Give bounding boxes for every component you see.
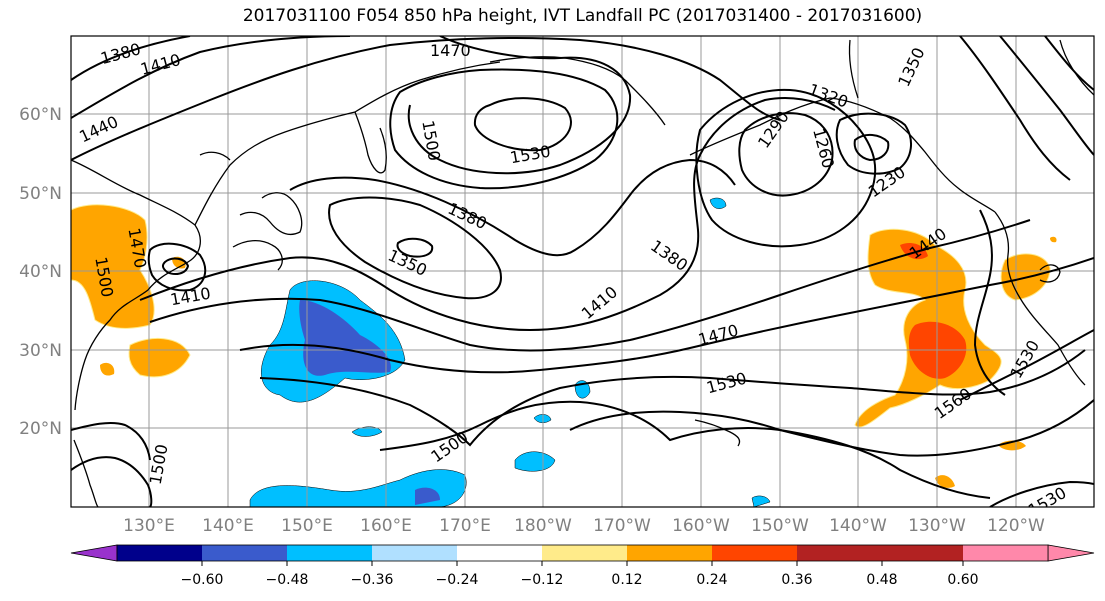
map-frame: [70, 35, 1095, 508]
colorbar-segment: [457, 545, 542, 561]
colorbar-tick-label: −0.48: [266, 572, 309, 588]
lon-label: 140°E: [202, 516, 254, 536]
lon-label: 170°W: [593, 516, 651, 536]
colorbar-tick-label: 0.12: [611, 572, 642, 588]
colorbar-extend-right: [1047, 544, 1095, 562]
latitude-labels: 60°N 50°N 40°N 30°N 20°N: [19, 105, 62, 439]
colorbar-segment: [372, 545, 457, 561]
colorbar-segment: [202, 545, 287, 561]
colorbar-tick-label: 0.48: [866, 572, 897, 588]
lon-label: 170°E: [439, 516, 491, 536]
colorbar-segment: [117, 545, 202, 561]
colorbar-segment: [712, 545, 797, 561]
colorbar-extend-left: [70, 544, 118, 562]
map-title: 2017031100 F054 850 hPa height, IVT Land…: [242, 6, 923, 26]
colorbar-tick-label: 0.36: [781, 572, 812, 588]
colorbar-tick-label: −0.60: [181, 572, 224, 588]
lon-label: 180°W: [514, 516, 572, 536]
height-contours: [71, 36, 1094, 507]
colorbar-segment: [963, 545, 1048, 561]
lat-label: 30°N: [19, 341, 62, 361]
colorbar-tick-label: −0.36: [351, 572, 394, 588]
contour-label: 1470: [430, 41, 471, 60]
colorbar-segment: [542, 545, 627, 561]
lon-label: 150°W: [751, 516, 809, 536]
lon-label: 130°E: [123, 516, 175, 536]
lon-label: 150°E: [281, 516, 333, 536]
lat-label: 60°N: [19, 105, 62, 125]
lon-label: 160°W: [672, 516, 730, 536]
colorbar-tick-marks: [201, 561, 964, 566]
colorbar-segment: [627, 545, 712, 561]
colorbar-tick-label: 0.24: [696, 572, 727, 588]
longitude-labels: 130°E 140°E 150°E 160°E 170°E 180°W 170°…: [123, 516, 1045, 536]
lon-label: 140°W: [829, 516, 887, 536]
lat-label: 50°N: [19, 184, 62, 204]
lat-label: 20°N: [19, 419, 62, 439]
lon-label: 130°W: [908, 516, 966, 536]
colorbar-segment: [882, 545, 963, 561]
lat-label: 40°N: [19, 262, 62, 282]
lon-label: 160°E: [360, 516, 412, 536]
colorbar-tick-label: −0.24: [436, 572, 479, 588]
lon-label: 120°W: [987, 516, 1045, 536]
colorbar-segment: [797, 545, 882, 561]
colorbar-tick-label: 0.60: [947, 572, 978, 588]
colorbar-outline: [116, 544, 1049, 562]
colorbar: −0.60 −0.48 −0.36 −0.24 −0.12 0.12 0.24 …: [70, 544, 1095, 588]
colorbar-segment: [287, 545, 372, 561]
colorbar-tick-label: −0.12: [521, 572, 564, 588]
